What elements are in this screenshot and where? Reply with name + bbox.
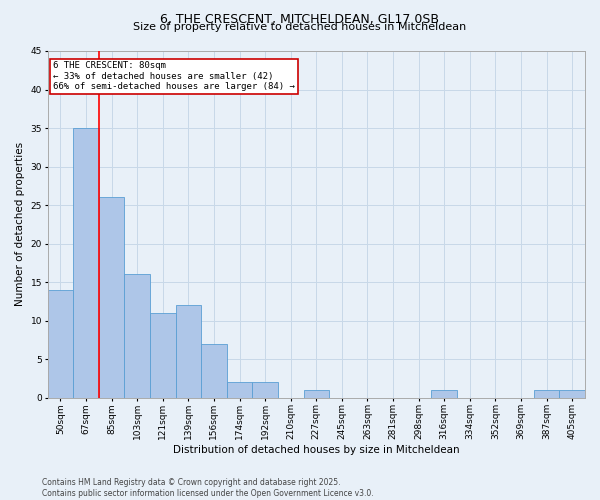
- X-axis label: Distribution of detached houses by size in Mitcheldean: Distribution of detached houses by size …: [173, 445, 460, 455]
- Bar: [227, 382, 253, 398]
- Bar: [559, 390, 585, 398]
- Bar: [431, 390, 457, 398]
- Text: 6 THE CRESCENT: 80sqm
← 33% of detached houses are smaller (42)
66% of semi-deta: 6 THE CRESCENT: 80sqm ← 33% of detached …: [53, 62, 295, 91]
- Bar: [304, 390, 329, 398]
- Bar: [47, 290, 73, 398]
- Bar: [124, 274, 150, 398]
- Bar: [534, 390, 559, 398]
- Text: 6, THE CRESCENT, MITCHELDEAN, GL17 0SB: 6, THE CRESCENT, MITCHELDEAN, GL17 0SB: [161, 12, 439, 26]
- Bar: [176, 305, 201, 398]
- Bar: [73, 128, 99, 398]
- Bar: [253, 382, 278, 398]
- Y-axis label: Number of detached properties: Number of detached properties: [15, 142, 25, 306]
- Text: Contains HM Land Registry data © Crown copyright and database right 2025.
Contai: Contains HM Land Registry data © Crown c…: [42, 478, 374, 498]
- Bar: [150, 313, 176, 398]
- Bar: [99, 198, 124, 398]
- Bar: [201, 344, 227, 398]
- Text: Size of property relative to detached houses in Mitcheldean: Size of property relative to detached ho…: [133, 22, 467, 32]
